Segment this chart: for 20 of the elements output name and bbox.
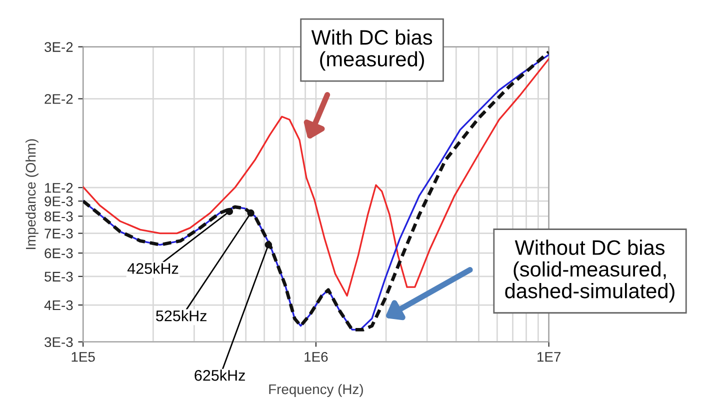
y-tick-label: 9E-3 — [44, 196, 73, 206]
y-tick-label: 7E-3 — [44, 228, 73, 238]
y-tick-label: 3E-2 — [44, 42, 73, 52]
annotation: 525kHz — [156, 310, 206, 322]
y-tick-label: 5E-3 — [44, 272, 73, 282]
x-tick-label: 1E5 — [72, 352, 95, 362]
y-tick-label: 3E-3 — [44, 337, 73, 348]
y-tick-label: 4E-3 — [44, 300, 73, 310]
annotation: 425kHz — [127, 262, 178, 274]
annotation: Without DC bias (solid-measured, dashed-simulated) — [505, 240, 674, 302]
y-tick-label: 6E-3 — [44, 248, 73, 258]
y-tick-label: 1E-2 — [45, 182, 73, 193]
annotation: 625kHz — [194, 370, 245, 381]
y-axis-title: Impedance (Ohm) — [26, 139, 38, 250]
y-tick-label: 2E-2 — [44, 94, 73, 104]
annotation: With DC bias (measured) — [311, 30, 432, 71]
x-tick-label: 1E6 — [304, 352, 328, 362]
x-axis-title: Frequency (Hz) — [269, 384, 363, 397]
x-tick-label: 1E7 — [538, 352, 560, 362]
y-tick-label: 8E-3 — [44, 212, 73, 222]
